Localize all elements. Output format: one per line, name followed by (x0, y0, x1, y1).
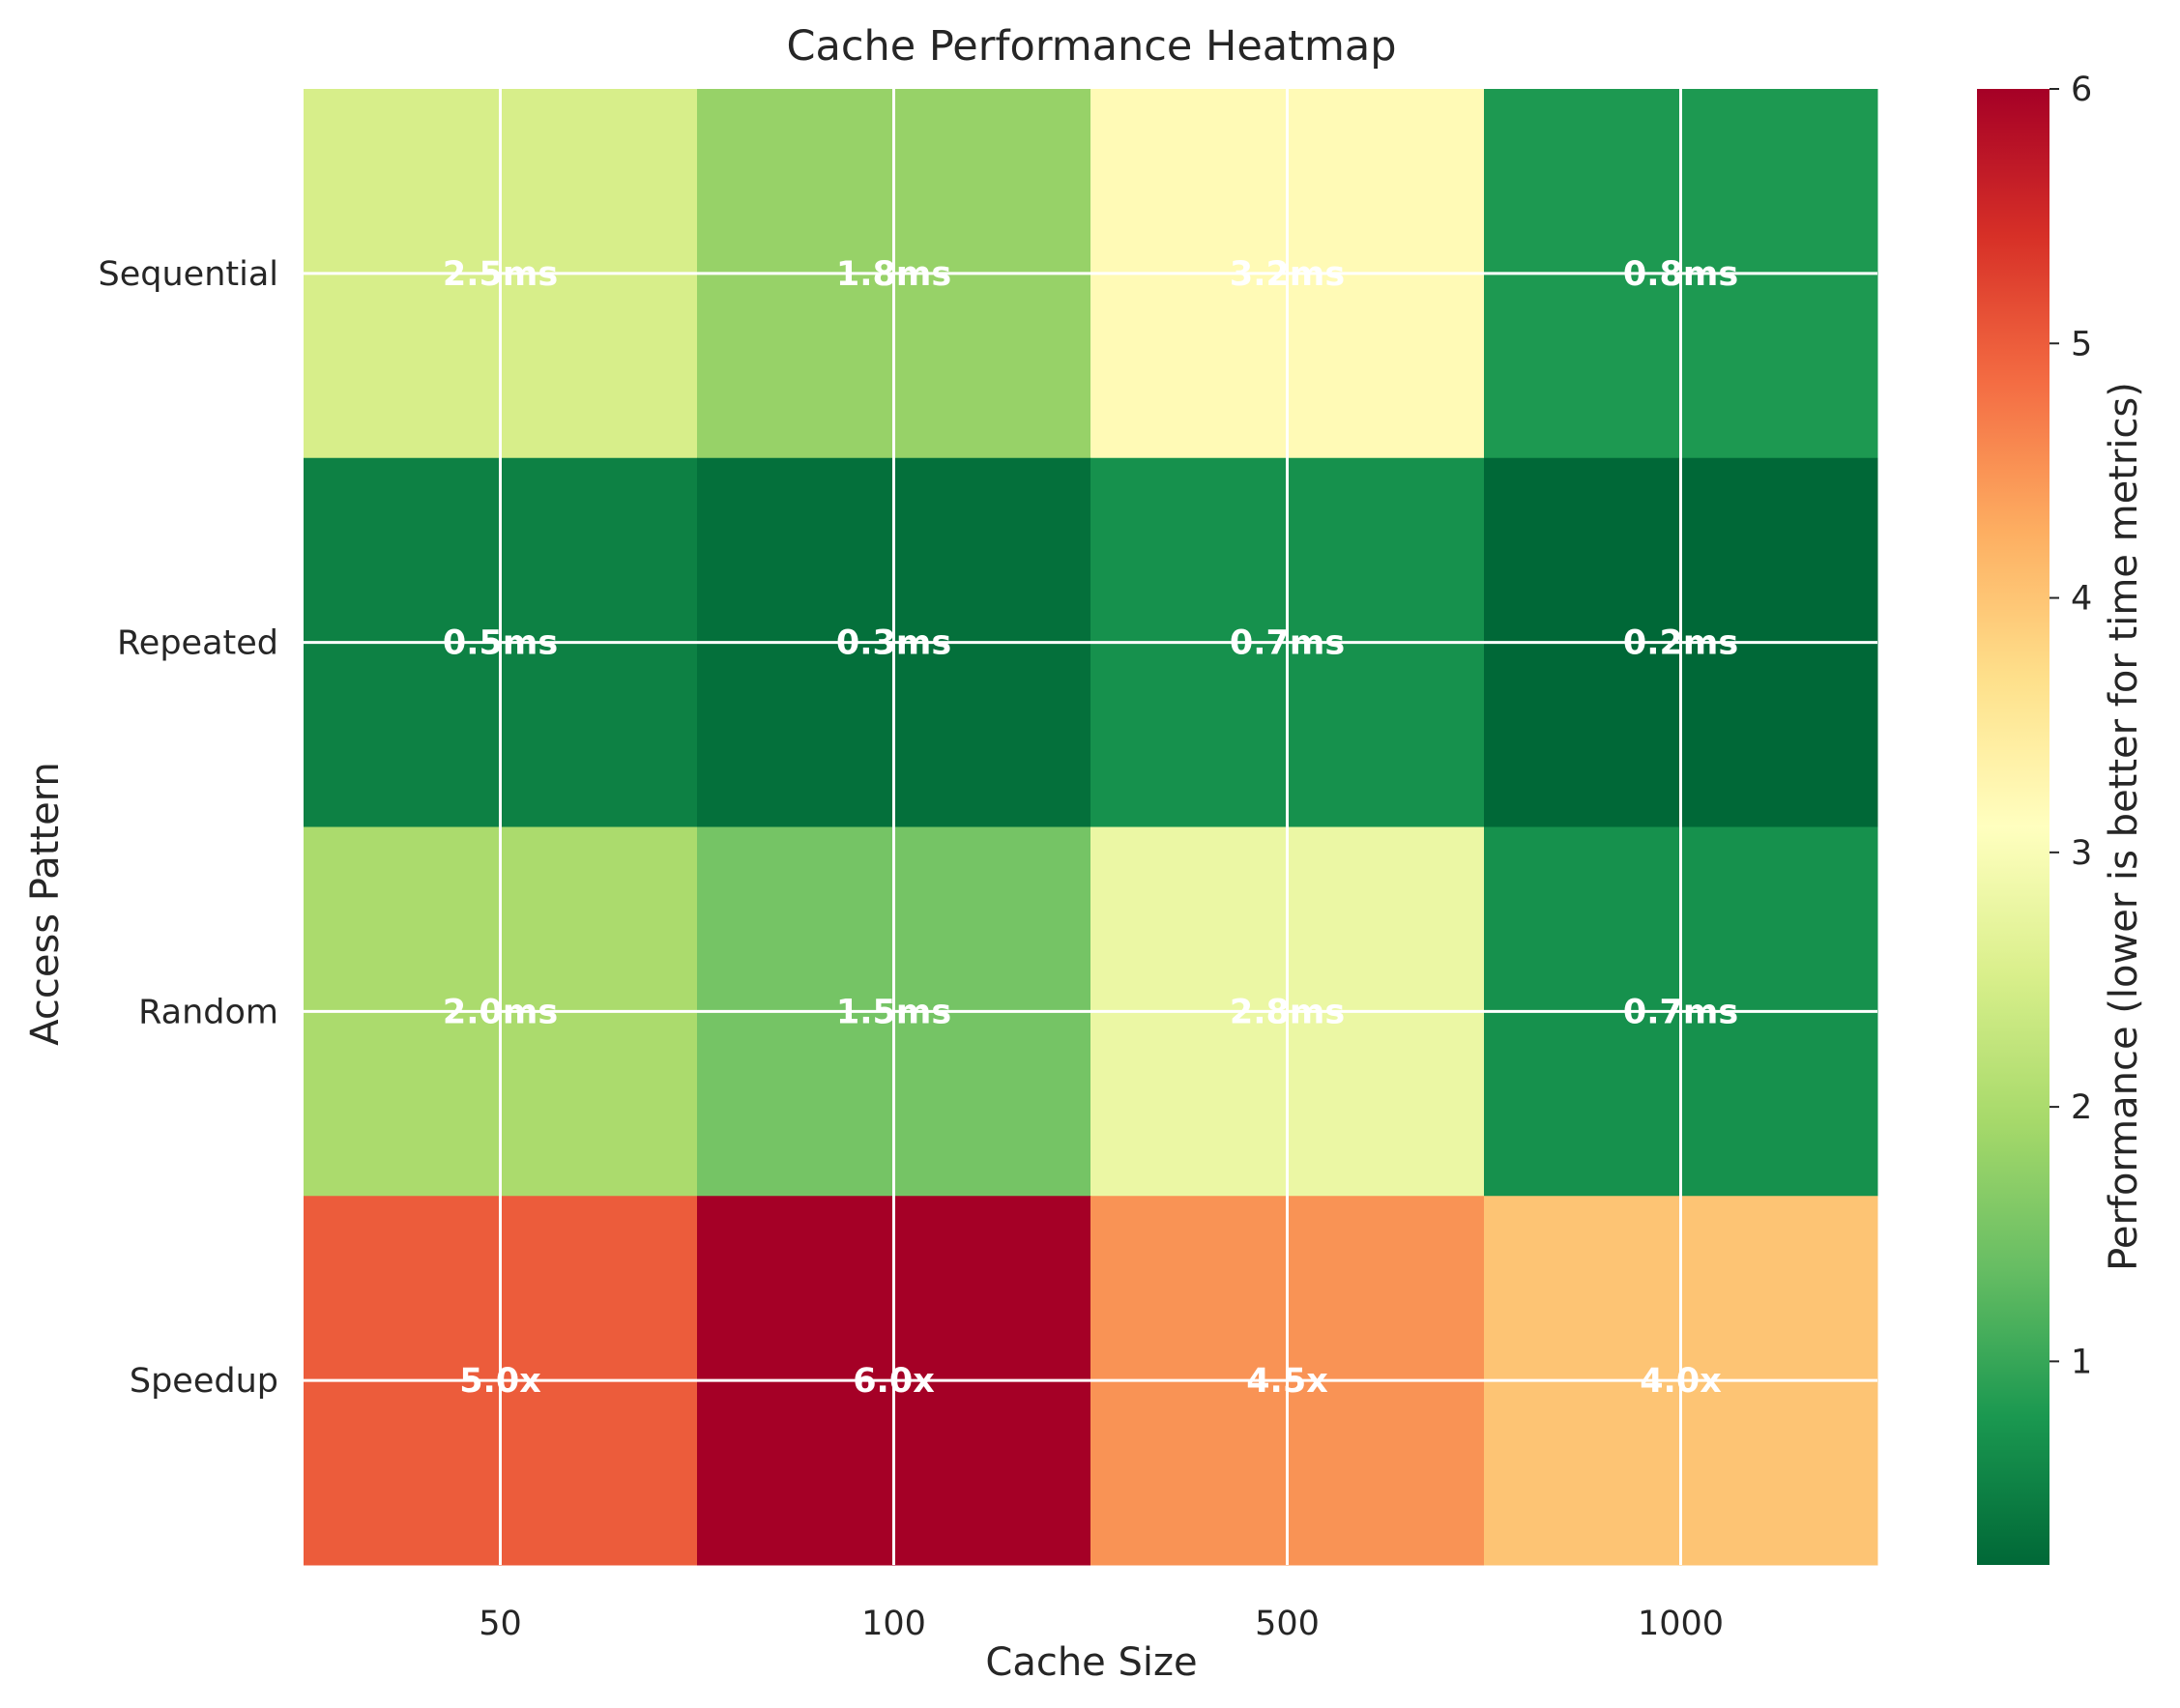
colorbar-tick-label: 2 (2071, 1088, 2092, 1127)
cell-value-label: 4.0x (1640, 1362, 1722, 1401)
cell-value-label: 0.7ms (1623, 993, 1738, 1031)
y-tick-label: Sequential (99, 255, 278, 294)
cell-value-label: 6.0x (853, 1362, 935, 1401)
colorbar-tick-label: 6 (2071, 71, 2092, 109)
y-tick-label: Repeated (117, 624, 278, 663)
cell-value-label: 0.7ms (1230, 624, 1345, 663)
cell-value-label: 2.0ms (443, 993, 558, 1031)
cell-value-label: 3.2ms (1230, 255, 1345, 294)
y-tick-label: Random (138, 993, 278, 1031)
colorbar (1977, 89, 2049, 1565)
cell-value-label: 4.5x (1246, 1362, 1328, 1401)
heatmap-cells (304, 89, 1878, 1566)
cell-labels: 2.5ms 1.8ms 3.2ms 0.8ms 0.5ms 0.3ms 0.7ms 0.2ms… (443, 255, 1738, 1401)
colorbar-tick-label: 3 (2071, 834, 2092, 873)
y-axis-label: Access Pattern (23, 762, 68, 1046)
cell-value-label: 5.0x (459, 1362, 541, 1401)
x-tick-label: 100 (861, 1605, 926, 1643)
colorbar-ticks: 1 2 3 4 5 6 (2049, 71, 2092, 1381)
x-tick-label: 50 (479, 1605, 522, 1643)
cell-value-label: 0.8ms (1623, 255, 1738, 294)
colorbar-tick-label: 4 (2071, 580, 2092, 619)
cell-value-label: 0.2ms (1623, 624, 1738, 663)
colorbar-label: Performance (lower is better for time me… (2102, 382, 2146, 1271)
y-tick-label: Speedup (130, 1362, 278, 1401)
cell-value-label: 2.5ms (443, 255, 558, 294)
chart-title: Cache Performance Heatmap (786, 22, 1396, 71)
x-tick-labels: 50 100 500 1000 (479, 1605, 1724, 1643)
cell-value-label: 1.8ms (836, 255, 951, 294)
cell-value-label: 0.5ms (443, 624, 558, 663)
x-axis-label: Cache Size (985, 1640, 1197, 1685)
colorbar-tick-label: 1 (2071, 1343, 2092, 1381)
cell-value-label: 0.3ms (836, 624, 951, 663)
x-tick-label: 1000 (1638, 1605, 1724, 1643)
colorbar-tick-label: 5 (2071, 325, 2092, 363)
gridlines (304, 89, 1877, 1565)
cell-value-label: 1.5ms (836, 993, 951, 1031)
x-tick-label: 500 (1255, 1605, 1320, 1643)
cell-value-label: 2.8ms (1230, 993, 1345, 1031)
y-tick-labels: Sequential Repeated Random Speedup (99, 255, 278, 1401)
